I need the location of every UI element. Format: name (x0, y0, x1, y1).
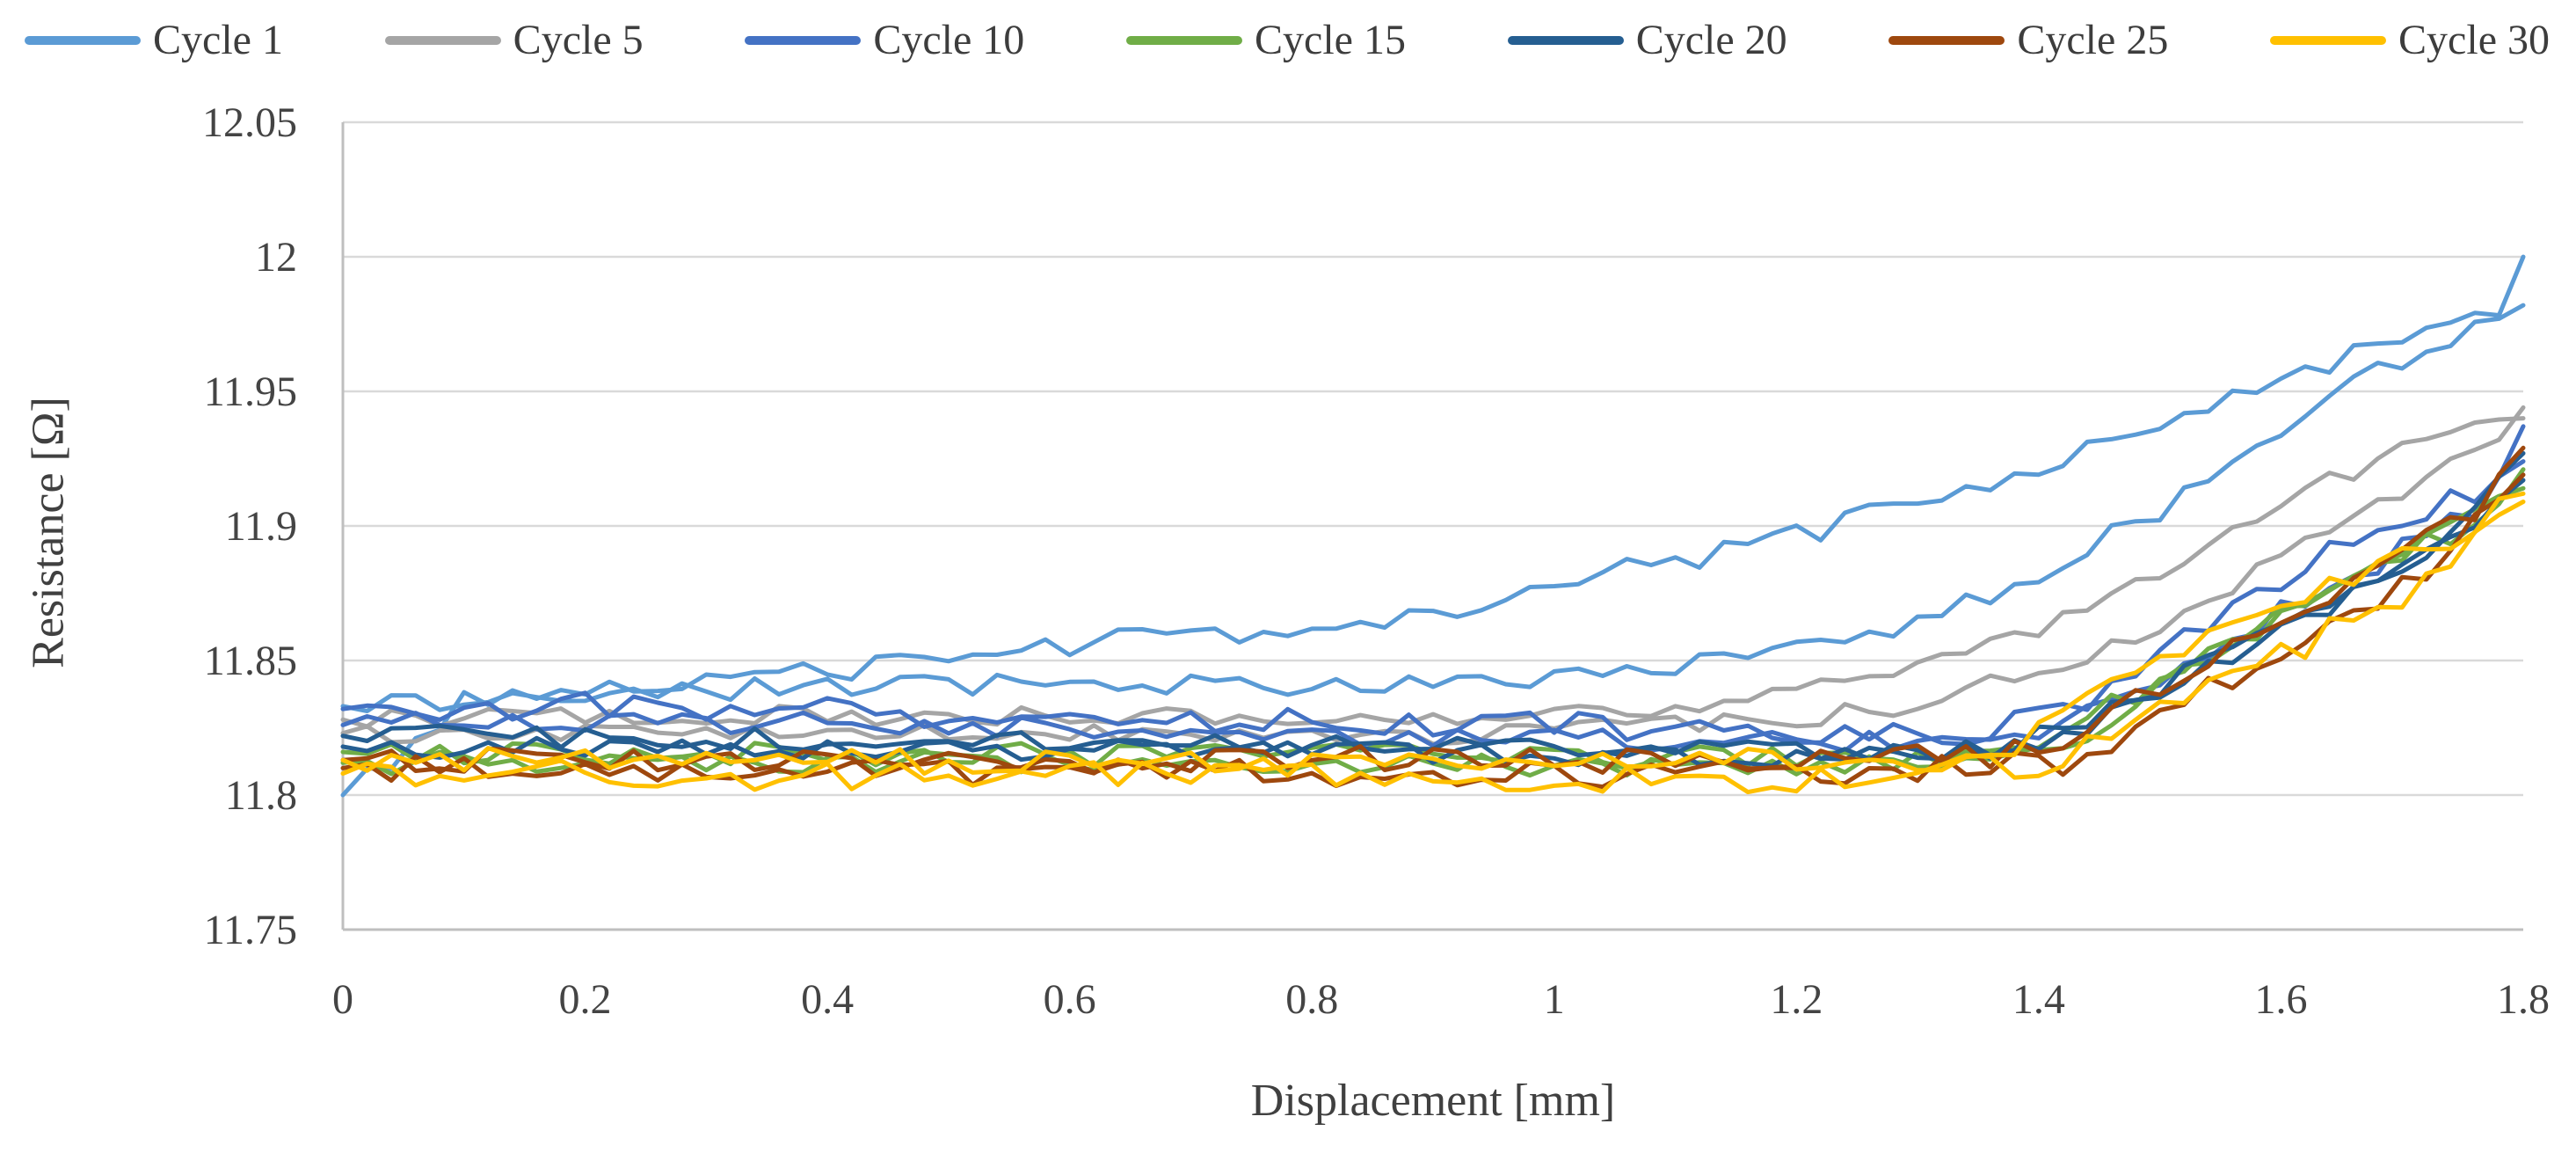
y-tick-label-11.95: 11.95 (204, 369, 297, 415)
x-tick-label-0: 0 (332, 976, 353, 1023)
y-tick-label-11.75: 11.75 (204, 907, 297, 953)
x-tick-label-0.6: 0.6 (1044, 976, 1096, 1023)
series-line-cycle-30 (340, 491, 2526, 778)
legend-item-cycle-25: Cycle 25 (1888, 19, 2168, 62)
legend-label-cycle-5: Cycle 5 (513, 17, 644, 63)
legend-label-cycle-15: Cycle 15 (1255, 17, 1406, 63)
legend-swatch-cycle-1 (25, 36, 141, 45)
series-line-cycle-1 (340, 254, 2526, 798)
x-axis-title: Displacement [mm] (1250, 1076, 1616, 1126)
legend-swatch-cycle-30 (2270, 36, 2387, 45)
legend-swatch-cycle-15 (1126, 36, 1243, 45)
legend-item-cycle-5: Cycle 5 (384, 17, 644, 63)
chart-legend: Cycle 1 Cycle 5 Cycle 10 Cycle 15 Cycle … (25, 11, 2550, 70)
x-tick-label-1: 1 (1544, 976, 1565, 1023)
series-line-cycle-10 (340, 424, 2526, 747)
x-tick-label-0.2: 0.2 (559, 976, 612, 1023)
legend-label-cycle-20: Cycle 20 (1635, 17, 1787, 63)
series-line-cycle-10 (340, 459, 2526, 754)
legend-swatch-cycle-10 (745, 36, 862, 45)
y-tick-label-11.8: 11.8 (225, 772, 297, 819)
legend-label-cycle-30: Cycle 30 (2398, 17, 2550, 63)
y-tick-label-12: 12 (255, 234, 297, 281)
legend-item-cycle-1: Cycle 1 (25, 19, 283, 62)
x-tick-label-0.4: 0.4 (801, 976, 854, 1023)
x-tick-label-1.6: 1.6 (2254, 976, 2307, 1023)
series-line-cycle-5 (340, 416, 2526, 729)
y-tick-label-12.05: 12.05 (202, 99, 297, 146)
legend-item-cycle-20: Cycle 20 (1507, 17, 1787, 63)
series-line-cycle-1 (340, 303, 2526, 713)
y-tick-label-11.85: 11.85 (204, 638, 297, 684)
legend-item-cycle-30: Cycle 30 (2270, 19, 2550, 62)
series-line-cycle-25 (340, 445, 2526, 778)
x-tick-label-1.2: 1.2 (1770, 976, 1823, 1023)
legend-item-cycle-15: Cycle 15 (1126, 19, 1406, 62)
x-tick-label-1.4: 1.4 (2012, 976, 2065, 1023)
legend-swatch-cycle-5 (384, 36, 501, 45)
y-tick-label-11.9: 11.9 (225, 503, 297, 550)
legend-swatch-cycle-20 (1507, 36, 1624, 45)
legend-label-cycle-10: Cycle 10 (873, 17, 1025, 63)
legend-item-cycle-10: Cycle 10 (745, 19, 1024, 62)
legend-label-cycle-1: Cycle 1 (153, 17, 283, 63)
series-line-cycle-30 (340, 500, 2526, 795)
legend-swatch-cycle-25 (1888, 36, 2005, 45)
x-tick-label-0.8: 0.8 (1285, 976, 1338, 1023)
x-tick-label-1.8: 1.8 (2497, 976, 2550, 1023)
legend-label-cycle-25: Cycle 25 (2017, 17, 2169, 63)
